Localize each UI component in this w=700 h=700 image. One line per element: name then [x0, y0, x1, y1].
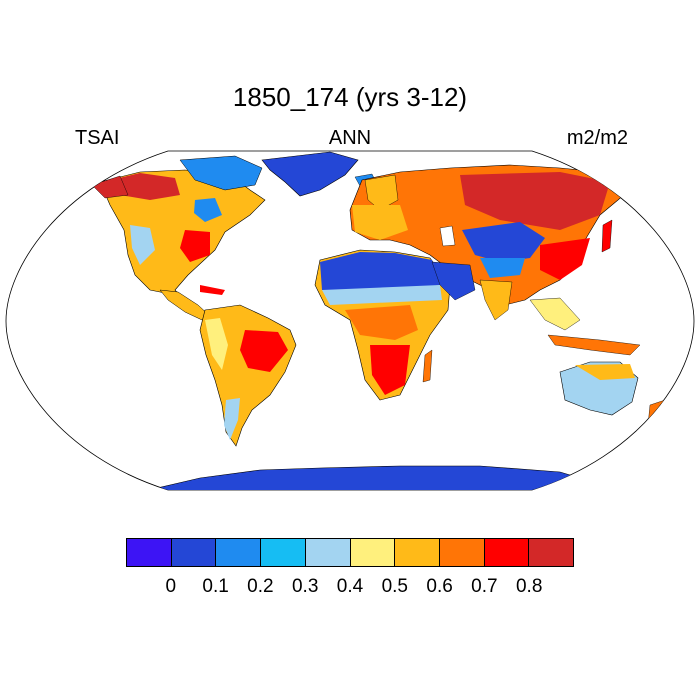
sa-brazil-red [240, 330, 288, 372]
caribbean [200, 285, 225, 295]
europe-west [352, 205, 408, 240]
southeast-asia [529, 297, 581, 331]
australia-north [575, 364, 635, 380]
colorbar-box [305, 539, 351, 566]
na-hudson [194, 198, 222, 222]
sa-patagonia [224, 398, 240, 440]
colorbar-tick-label: 0.4 [336, 576, 364, 597]
sahara [320, 252, 440, 292]
colorbar-tick-label: 0.2 [247, 576, 274, 597]
colorbar-box [529, 539, 574, 566]
siberia-red [460, 172, 610, 230]
units-label: m2/m2 [566, 127, 628, 149]
colorbar-box [350, 539, 396, 566]
japan [601, 219, 613, 253]
southern-africa [370, 345, 410, 395]
colorbar-box [261, 539, 306, 566]
colorbar-tick-label: 0.8 [515, 576, 543, 597]
colorbar-box [171, 539, 217, 566]
india [479, 279, 513, 321]
colorbar [126, 538, 574, 567]
na-west-blue [130, 225, 155, 265]
na-east-red [180, 230, 210, 262]
plot-title: 1850_174 (yrs 3-12) [232, 82, 468, 112]
arabia [431, 261, 476, 301]
colorbar-tick-label: 0.1 [202, 576, 229, 597]
central-asia-blue [462, 222, 545, 262]
colorbar-tick-label: 0 [165, 576, 177, 597]
colorbar-tick-label: 0.5 [381, 576, 409, 597]
caspian [439, 225, 456, 247]
madagascar [422, 349, 433, 383]
east-asia-red [540, 238, 590, 280]
colorbar-box [127, 539, 172, 566]
sa-andes-yellow [205, 318, 228, 370]
colorbar-box [216, 539, 262, 566]
colorbar-tick-label: 0.6 [426, 576, 453, 597]
colorbar-box [439, 539, 485, 566]
greenland [261, 151, 359, 197]
na-arctic-islands [179, 155, 263, 191]
season-label: ANN [328, 127, 372, 149]
colorbar-box [395, 539, 440, 566]
indonesia [547, 334, 641, 356]
colorbar-tick-label: 0.7 [471, 576, 498, 597]
colorbar-box [484, 539, 530, 566]
tibet-blue [480, 258, 525, 278]
sahel [322, 285, 442, 305]
colorbar-tick-label: 0.3 [291, 576, 319, 597]
na-alaska [91, 175, 129, 199]
central-africa [345, 305, 418, 340]
variable-label: TSAI [75, 127, 120, 149]
